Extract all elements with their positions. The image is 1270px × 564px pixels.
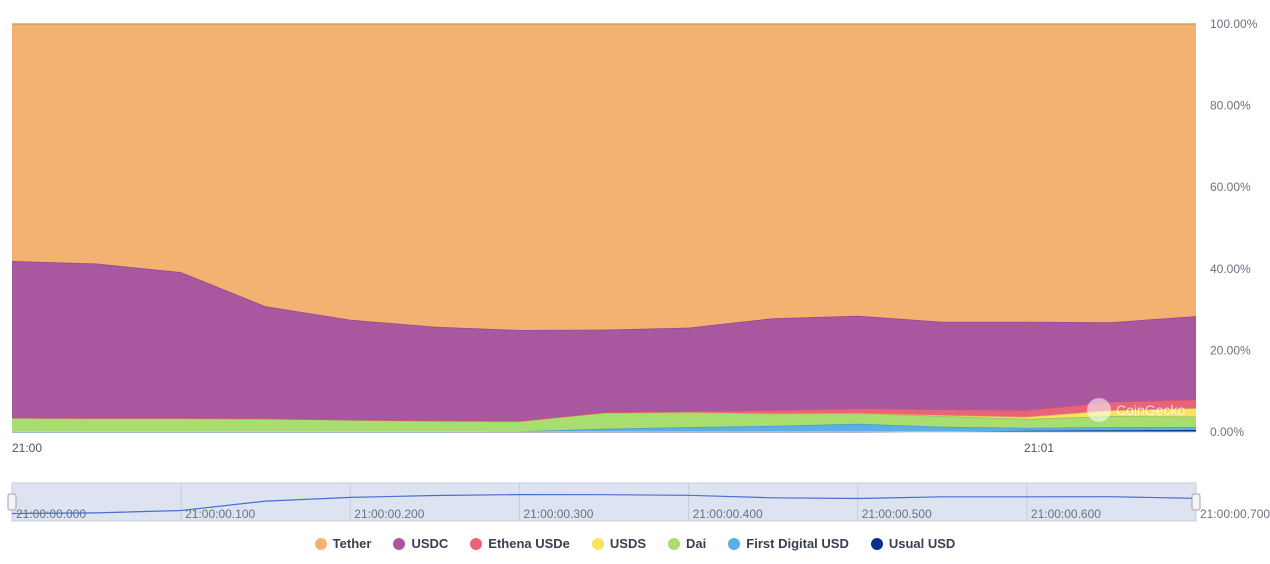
y-tick-label: 40.00% — [1210, 262, 1251, 276]
legend-marker-usds — [591, 537, 604, 550]
legend-marker-ethena-usde — [470, 537, 483, 550]
navigator-background — [11, 482, 1197, 522]
legend-item-dai[interactable]: Dai — [668, 536, 706, 551]
legend-marker-usdc — [393, 537, 406, 550]
legend-item-first-digital-usd[interactable]: First Digital USD — [728, 536, 849, 551]
area-dai — [12, 412, 1196, 432]
navigator-tick-label: 21:00:00.500 — [862, 507, 932, 521]
y-tick-label: 100.00% — [1210, 17, 1258, 31]
legend: Tether USDC Ethena USDe USDS Dai First D… — [0, 536, 1270, 551]
legend-label: Dai — [686, 536, 707, 551]
y-tick-label: 80.00% — [1210, 99, 1251, 113]
navigator-tick-label: 21:00:00.200 — [354, 507, 424, 521]
y-tick-label: 0.00% — [1210, 425, 1244, 439]
area-usdc — [12, 261, 1196, 421]
legend-marker-dai — [668, 537, 681, 550]
navigator-tick-label: 21:00:00.600 — [1031, 507, 1101, 521]
area-ethena-usde — [12, 399, 1196, 421]
legend-label: Usual USD — [888, 536, 956, 551]
y-tick-label: 20.00% — [1210, 343, 1251, 357]
watermark: CoinGecko — [1087, 398, 1185, 422]
legend-marker-tether — [314, 537, 327, 550]
legend-item-usds[interactable]: USDS — [591, 536, 647, 551]
legend-item-usual-usd[interactable]: Usual USD — [870, 536, 956, 551]
watermark-text: CoinGecko — [1116, 402, 1185, 418]
x-tick-label: 21:00 — [12, 441, 42, 455]
legend-marker-usual-usd — [870, 537, 883, 550]
area-series-group — [11, 23, 1197, 433]
y-tick-label: 60.00% — [1210, 180, 1251, 194]
legend-label: Ethena USDe — [488, 536, 570, 551]
x-axis-ticks: 21:00 21:01 — [12, 431, 1196, 455]
legend-item-usdc[interactable]: USDC — [393, 536, 448, 551]
legend-label: Tether — [332, 536, 372, 551]
navigator-tick-label: 21:00:00.000 — [16, 507, 86, 521]
navigator-right-handle[interactable] — [1191, 493, 1201, 511]
legend-label: USDS — [609, 536, 647, 551]
navigator-tick-label: 21:00:00.400 — [693, 507, 763, 521]
stacked-area-chart: 0.00% 20.00% 40.00% 60.00% 80.00% 100.00% 21:… — [7, 17, 1270, 522]
x-tick-label: 21:01 — [1024, 441, 1054, 455]
y-axis-ticks: 0.00% 20.00% 40.00% 60.00% 80.00% 100.00% — [1210, 17, 1258, 439]
navigator-tick-label: 21:00:00.300 — [523, 507, 593, 521]
area-tether — [12, 24, 1196, 330]
navigator-tick-label: 21:00:00.700 — [1200, 507, 1270, 521]
coingecko-logo-icon — [1087, 398, 1111, 422]
navigator[interactable]: 21:00:00.000 21:00:00.100 21:00:00.200 21:0… — [7, 482, 1270, 522]
legend-item-tether[interactable]: Tether — [314, 536, 372, 551]
navigator-tick-label: 21:00:00.100 — [185, 507, 255, 521]
navigator-left-handle[interactable] — [7, 493, 17, 511]
navigator-series-line — [11, 493, 1197, 515]
legend-marker-first-digital-usd — [728, 537, 741, 550]
legend-item-ethena-usde[interactable]: Ethena USDe — [470, 536, 570, 551]
legend-label: First Digital USD — [746, 536, 849, 551]
legend-label: USDC — [411, 536, 449, 551]
